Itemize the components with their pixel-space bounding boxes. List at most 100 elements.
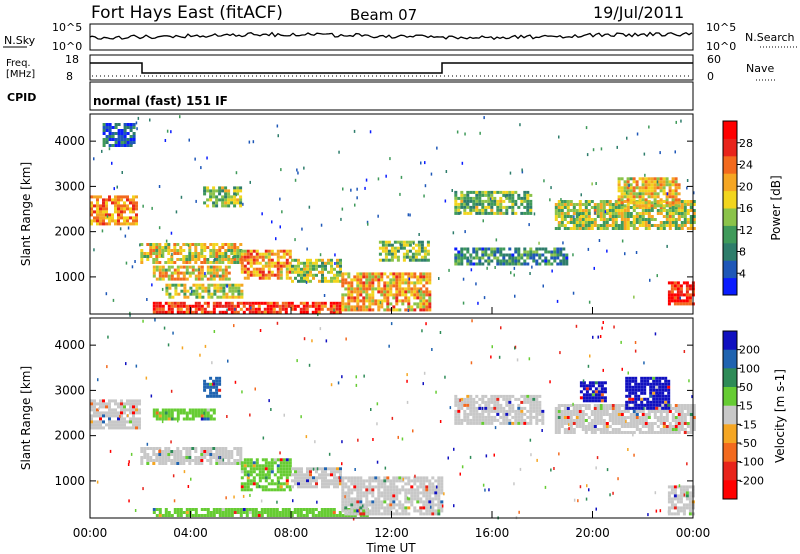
power-cell <box>288 267 292 271</box>
power-cell <box>692 221 696 224</box>
power-cell <box>365 284 369 288</box>
power-cell <box>502 199 506 203</box>
power-cell <box>336 279 339 283</box>
velocity-speckle <box>602 368 604 372</box>
velocity-cell <box>105 414 108 418</box>
velocity-cell <box>514 415 518 419</box>
velocity-cell <box>535 406 539 410</box>
power-speckle <box>593 266 595 270</box>
power-cell <box>425 287 429 291</box>
velocity-cell <box>350 509 354 513</box>
power-cell <box>460 250 464 254</box>
power-cell <box>602 206 606 209</box>
velocity-cell <box>617 404 621 407</box>
velocity-speckle <box>283 413 285 417</box>
power-cell <box>377 284 381 288</box>
velocity-cell <box>129 411 132 415</box>
velocity-cell <box>566 413 570 416</box>
power-cell <box>626 218 630 221</box>
velocity-speckle <box>582 379 585 383</box>
power-cell <box>320 304 324 308</box>
power-cell <box>206 204 210 208</box>
velocity-cell <box>389 485 393 489</box>
power-cell <box>419 272 423 276</box>
velocity-cell <box>149 456 153 459</box>
velocity-cell <box>496 409 500 413</box>
velocity-cell <box>170 462 174 465</box>
velocity-cell <box>581 404 585 407</box>
velocity-cell <box>395 476 399 480</box>
power-cell <box>505 259 509 263</box>
power-cell <box>170 304 174 308</box>
power-cell <box>395 275 399 279</box>
velocity-cell <box>677 425 681 428</box>
power-cell <box>179 304 183 308</box>
velocity-cell <box>457 403 461 407</box>
velocity-cell <box>611 422 615 425</box>
velocity-cell <box>404 509 408 513</box>
velocity-speckle <box>691 395 693 399</box>
power-cell <box>195 286 199 290</box>
power-cell <box>380 299 384 303</box>
velocity-speckle <box>491 345 493 349</box>
power-speckle <box>461 161 464 165</box>
power-cell <box>300 261 303 265</box>
velocity-speckle <box>406 496 409 500</box>
velocity-cell <box>152 414 156 418</box>
power-cell <box>311 304 315 308</box>
velocity-cell <box>374 500 378 504</box>
velocity-cell <box>339 479 342 483</box>
velocity-cell <box>389 509 393 513</box>
velocity-cell <box>267 461 271 465</box>
velocity-cell <box>608 407 612 410</box>
power-cell <box>408 255 412 259</box>
power-cell <box>632 221 636 224</box>
power-cell <box>635 218 639 221</box>
velocity-cell <box>240 488 244 492</box>
power-cell <box>198 283 202 287</box>
power-cell <box>230 195 234 199</box>
velocity-cell <box>276 470 280 474</box>
power-cell <box>329 301 333 305</box>
power-cell <box>626 189 630 193</box>
velocity-cell <box>572 431 576 434</box>
velocity-cell <box>395 479 399 483</box>
power-cell <box>213 292 217 296</box>
velocity-cell <box>317 514 321 517</box>
power-cell <box>126 195 129 199</box>
power-cell <box>303 279 306 283</box>
power-cell <box>673 299 677 303</box>
velocity-cell <box>158 508 162 511</box>
power-cell <box>285 249 289 253</box>
velocity-cell <box>389 506 393 510</box>
velocity-speckle <box>154 318 156 322</box>
velocity-cell <box>386 485 390 489</box>
velocity-cell <box>254 511 258 514</box>
power-cell <box>529 211 533 215</box>
power-cell <box>659 212 663 215</box>
power-cell <box>635 215 639 218</box>
power-cell <box>638 195 642 199</box>
power-cell <box>404 281 408 285</box>
velocity-cell <box>314 508 318 511</box>
velocity-cell <box>287 514 291 517</box>
power-cell <box>581 215 585 218</box>
power-cell <box>236 304 240 308</box>
velocity-cell <box>593 419 597 422</box>
power-cell <box>659 198 663 202</box>
velocity-cell <box>236 462 240 465</box>
velocity-cell <box>605 431 609 434</box>
power-cell <box>386 299 390 303</box>
velocity-cell <box>152 447 156 450</box>
velocity-cell <box>493 406 497 410</box>
power-cell <box>538 262 542 266</box>
power-cell <box>674 200 678 203</box>
power-speckle <box>365 178 368 182</box>
power-cell <box>192 292 196 296</box>
velocity-cell <box>520 409 524 413</box>
velocity-cell <box>481 418 485 422</box>
velocity-cell <box>132 411 135 415</box>
power-cell <box>671 224 675 227</box>
velocity-speckle <box>278 480 280 484</box>
velocity-cell <box>233 508 237 511</box>
